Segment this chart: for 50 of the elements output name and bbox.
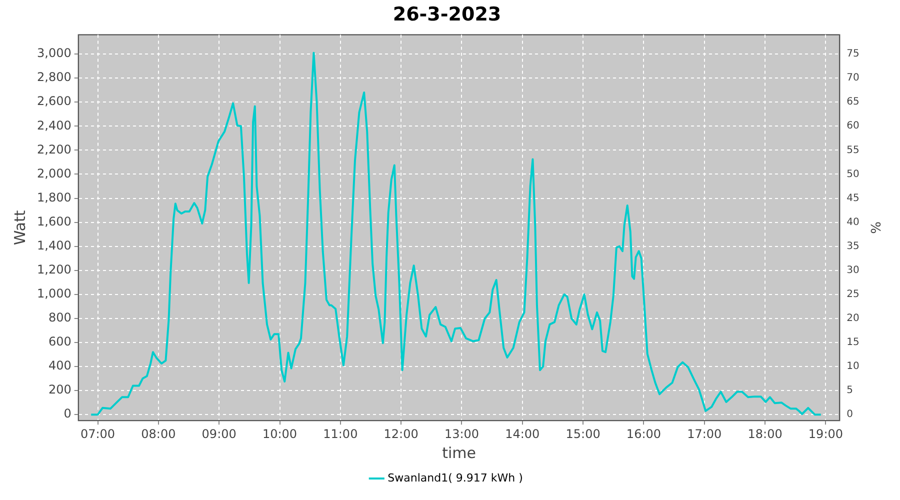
y2-tick-label: 45 [846, 192, 860, 204]
y2-tick-label: 65 [846, 96, 860, 108]
x-tick-label: 10:00 [262, 426, 298, 441]
y2-tick-label: 35 [846, 240, 860, 252]
y-tick-label: 3,000 [36, 46, 72, 60]
y2-tick-label: 25 [846, 288, 860, 300]
y2-tick-label: 30 [846, 264, 860, 276]
x-tick-label: 16:00 [626, 426, 662, 441]
x-tick-label: 17:00 [687, 426, 722, 441]
y2-tick-label: 0 [846, 409, 854, 420]
y-tick-label: 1,200 [36, 262, 72, 276]
y-tick-label: 1,800 [36, 190, 72, 204]
y-axis-title: Watt [10, 210, 29, 246]
y-tick-label: 2,000 [36, 166, 72, 180]
y2-tick-label: 70 [846, 72, 860, 84]
y2-tick-label: 5 [846, 385, 854, 396]
y2-tick-label: 20 [846, 313, 860, 324]
y2-axis-title: % [866, 222, 882, 234]
y-tick-label: 1,000 [36, 286, 72, 301]
x-tick-label: 11:00 [323, 426, 358, 441]
y2-tick-label: 40 [846, 216, 860, 228]
y-tick-label: 2,800 [36, 70, 72, 84]
legend-label: Swanland1( 9.917 kWh ) [388, 471, 523, 484]
y-tick-label: 1,600 [36, 214, 72, 228]
x-tick-label: 19:00 [808, 426, 844, 441]
y2-tick-label: 15 [846, 337, 860, 348]
x-tick-label: 13:00 [444, 426, 480, 441]
y2-tick-label: 55 [846, 144, 860, 156]
x-tick-label: 08:00 [141, 426, 176, 441]
y2-tick-label: 60 [846, 120, 860, 132]
x-tick-label: 14:00 [505, 426, 540, 441]
y-tick-label: 2,400 [36, 118, 72, 132]
y2-tick-label: 10 [846, 361, 860, 372]
y2-tick-label: 75 [846, 48, 860, 60]
y-tick-label: 800 [48, 310, 72, 325]
y-tick-label: 0 [64, 406, 72, 421]
x-tick-label: 15:00 [566, 426, 600, 441]
x-tick-label: 18:00 [748, 426, 782, 441]
y-tick-label: 2,200 [36, 142, 72, 156]
x-tick-label: 09:00 [202, 426, 236, 441]
x-axis-title: time [442, 444, 476, 462]
y-tick-label: 2,600 [36, 94, 72, 108]
y2-tick-label: 50 [846, 168, 860, 180]
y-tick-label: 400 [48, 358, 72, 373]
x-tick-label: 12:00 [384, 426, 418, 441]
x-tick-label: 07:00 [80, 426, 116, 441]
chart-title: 26-3-2023 [392, 3, 502, 26]
y-tick-label: 1,400 [36, 238, 72, 252]
y-tick-label: 600 [48, 334, 72, 349]
y-tick-label: 200 [48, 382, 72, 397]
